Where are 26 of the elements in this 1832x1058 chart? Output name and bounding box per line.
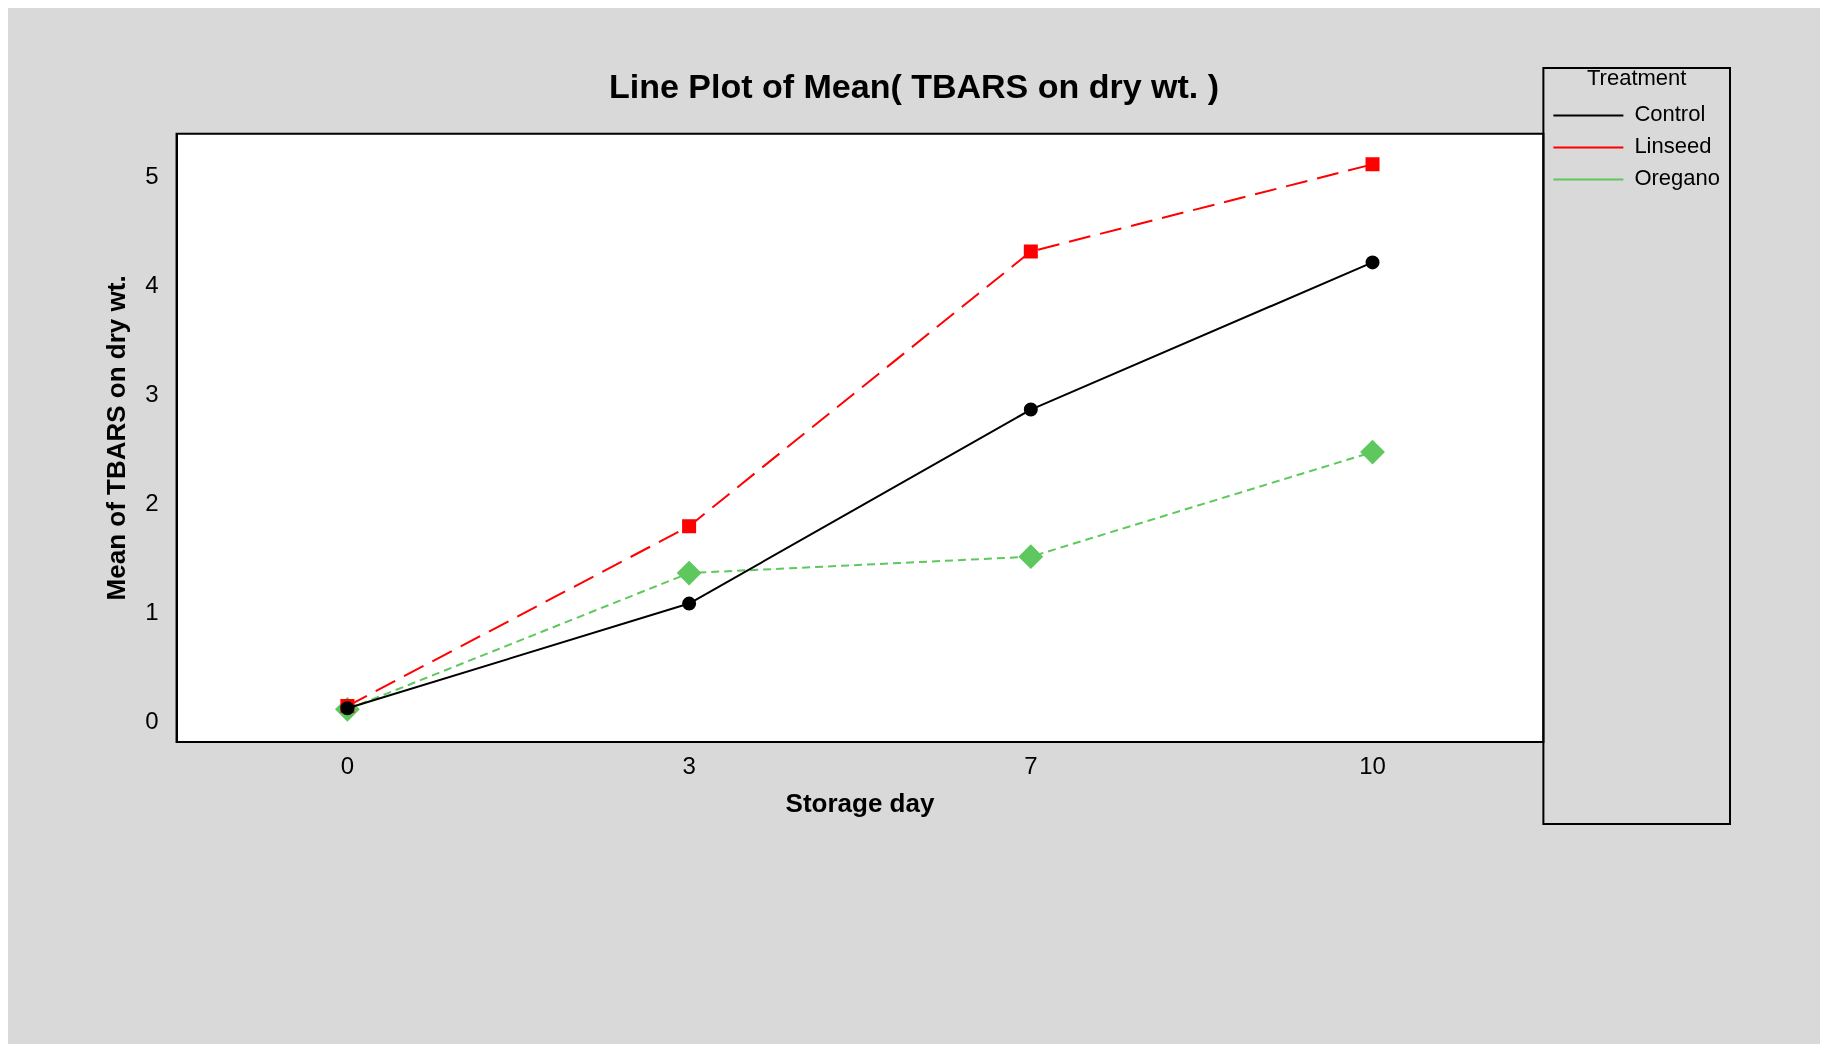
point xyxy=(1018,544,1043,569)
x-tick-label: 10 xyxy=(1359,752,1386,780)
y-tick-label: 2 xyxy=(145,489,159,517)
point xyxy=(1023,402,1038,417)
x-axis-title: Storage day xyxy=(785,787,935,818)
legend-title: Treatment xyxy=(1586,65,1687,91)
point xyxy=(682,519,697,534)
x-tick-label: 7 xyxy=(1024,752,1038,780)
point xyxy=(677,561,702,586)
legend-label: Linseed xyxy=(1634,133,1712,159)
y-tick-label: 4 xyxy=(145,271,159,299)
point xyxy=(1365,157,1380,172)
point xyxy=(1023,244,1038,259)
x-tick-label: 0 xyxy=(340,752,355,780)
y-axis-title: Mean of TBARS on dry wt. xyxy=(100,275,131,601)
x-tick-label: 3 xyxy=(682,752,696,780)
legend-label: Control xyxy=(1634,101,1706,127)
y-tick-label: 0 xyxy=(145,707,159,735)
point xyxy=(1360,440,1385,465)
y-tick-label: 3 xyxy=(145,380,159,408)
y-tick-label: 5 xyxy=(145,162,159,190)
point xyxy=(1365,255,1380,270)
chart-title: Line Plot of Mean( TBARS on dry wt. ) xyxy=(608,66,1220,105)
y-tick-label: 1 xyxy=(145,598,159,626)
point xyxy=(682,596,697,611)
legend-label: Oregano xyxy=(1634,165,1721,191)
